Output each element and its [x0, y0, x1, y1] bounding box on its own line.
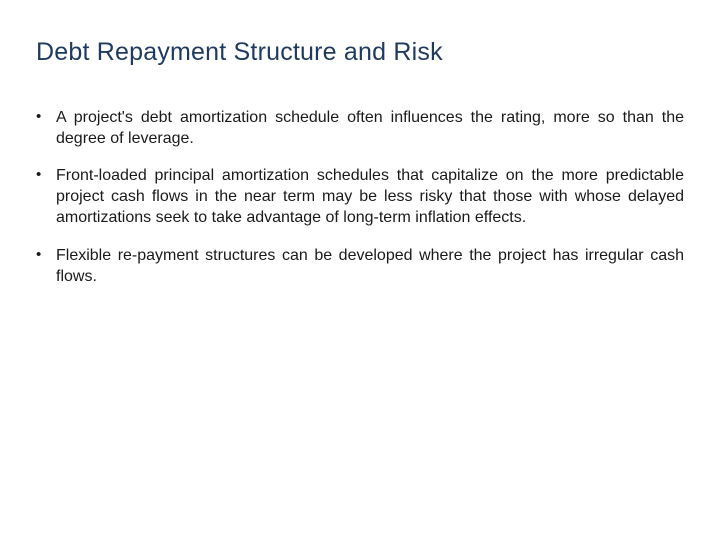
bullet-text: Front-loaded principal amortization sche… — [56, 165, 684, 228]
list-item: • Flexible re-payment structures can be … — [36, 245, 684, 287]
bullet-marker: • — [36, 245, 56, 265]
bullet-list: • A project's debt amortization schedule… — [36, 107, 684, 287]
bullet-marker: • — [36, 107, 56, 127]
list-item: • A project's debt amortization schedule… — [36, 107, 684, 149]
list-item: • Front-loaded principal amortization sc… — [36, 165, 684, 228]
bullet-text: A project's debt amortization schedule o… — [56, 107, 684, 149]
bullet-text: Flexible re-payment structures can be de… — [56, 245, 684, 287]
slide-title: Debt Repayment Structure and Risk — [36, 38, 684, 67]
bullet-marker: • — [36, 165, 56, 185]
